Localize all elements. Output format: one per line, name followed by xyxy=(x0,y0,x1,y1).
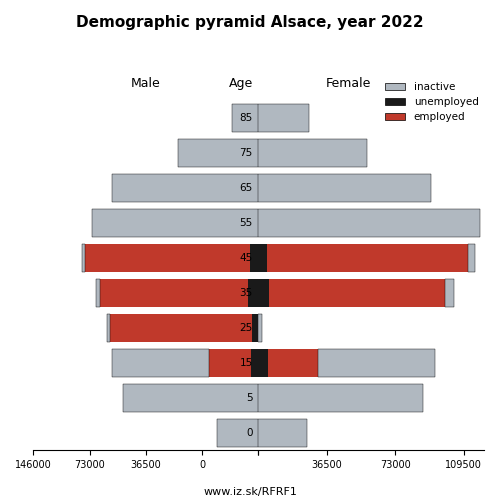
Bar xyxy=(96,279,100,307)
Bar xyxy=(123,384,258,412)
Bar xyxy=(445,279,454,307)
Text: 75: 75 xyxy=(240,148,253,158)
Bar xyxy=(258,244,267,272)
Bar xyxy=(258,139,367,167)
Text: 25: 25 xyxy=(240,323,253,333)
Bar xyxy=(269,279,445,307)
Bar xyxy=(209,349,250,377)
Text: 85: 85 xyxy=(240,113,253,123)
Text: 35: 35 xyxy=(240,288,253,298)
Bar xyxy=(250,244,258,272)
Bar xyxy=(318,349,435,377)
Text: 55: 55 xyxy=(240,218,253,228)
Bar xyxy=(258,349,268,377)
Legend: inactive, unemployed, employed: inactive, unemployed, employed xyxy=(380,78,483,126)
Bar xyxy=(267,244,468,272)
Bar xyxy=(178,139,258,167)
Text: Male: Male xyxy=(131,77,161,90)
Bar xyxy=(108,314,110,342)
Text: www.iz.sk/RFRF1: www.iz.sk/RFRF1 xyxy=(203,487,297,497)
Bar xyxy=(112,349,209,377)
Bar xyxy=(268,349,318,377)
Text: Demographic pyramid Alsace, year 2022: Demographic pyramid Alsace, year 2022 xyxy=(76,15,424,30)
Bar xyxy=(217,419,258,447)
Bar xyxy=(232,104,258,132)
Bar xyxy=(250,349,258,377)
Text: Female: Female xyxy=(326,77,371,90)
Bar xyxy=(258,279,269,307)
Bar xyxy=(112,174,258,202)
Bar xyxy=(258,419,307,447)
Bar xyxy=(258,314,262,342)
Bar xyxy=(468,244,475,272)
Text: 45: 45 xyxy=(240,253,253,263)
Bar xyxy=(110,314,253,342)
Bar xyxy=(100,279,248,307)
Text: 0: 0 xyxy=(246,428,253,438)
Text: Age: Age xyxy=(228,77,253,90)
Text: 15: 15 xyxy=(240,358,253,368)
Bar xyxy=(258,174,431,202)
Bar xyxy=(258,104,309,132)
Bar xyxy=(258,384,424,412)
Text: 5: 5 xyxy=(246,393,253,403)
Bar xyxy=(92,209,258,237)
Bar xyxy=(82,244,85,272)
Bar xyxy=(258,209,480,237)
Bar xyxy=(252,314,258,342)
Bar xyxy=(248,279,258,307)
Bar xyxy=(85,244,250,272)
Text: 65: 65 xyxy=(240,183,253,193)
